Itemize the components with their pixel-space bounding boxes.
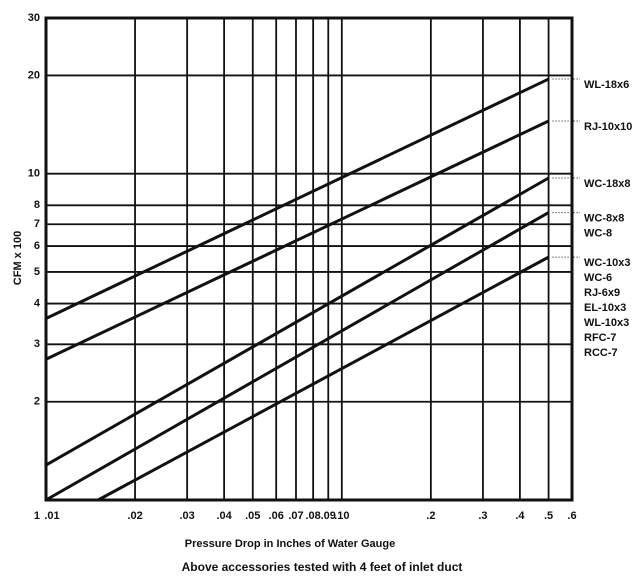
x-tick-label: .07	[288, 510, 303, 522]
line-label: RJ-10x10	[584, 121, 632, 133]
x-tick-label: .08	[305, 510, 320, 522]
y-tick-label: 10	[28, 168, 40, 180]
y-tick-label: 20	[28, 69, 40, 81]
line-label: WC-8	[584, 227, 612, 239]
x-tick-label: .6	[567, 510, 576, 522]
line-label: WL-10x3	[584, 317, 629, 329]
plot-frame	[44, 16, 574, 502]
line-label: WC-18x8	[584, 178, 630, 190]
y-tick-label: 7	[34, 218, 40, 230]
line-label: RJ-6x9	[584, 287, 620, 299]
note: Above accessories tested with 4 feet of …	[182, 560, 463, 574]
x-tick-label: .04	[216, 510, 232, 522]
line-label: RFC-7	[584, 332, 616, 344]
line-label: WL-18x6	[584, 79, 629, 91]
x-tick-label: .4	[515, 510, 525, 522]
x-axis-label: Pressure Drop in Inches of Water Gauge	[185, 538, 395, 550]
line-label: EL-10x3	[584, 302, 626, 314]
x-tick-label: .06	[269, 510, 284, 522]
y-axis-label: CFM x 100	[12, 231, 24, 285]
line-label: WC-8x8	[584, 212, 624, 224]
y-tick-label: 5	[34, 266, 40, 278]
line-label: WC-10x3	[584, 257, 630, 269]
line-label: RCC-7	[584, 347, 618, 359]
line-label: WC-6	[584, 272, 612, 284]
x-tick-label: .02	[127, 510, 142, 522]
data-line	[45, 176, 550, 467]
y-tick-label: 2	[34, 396, 40, 408]
x-tick-label: .5	[544, 510, 553, 522]
x-tick-label: .10	[334, 510, 349, 522]
data-line	[97, 255, 550, 502]
data-line	[45, 211, 550, 502]
y-tick-label: 3	[34, 338, 40, 350]
x-tick-label: .3	[478, 510, 487, 522]
y-tick-label: 1	[34, 510, 40, 522]
x-tick-label: .2	[426, 510, 435, 522]
x-tick-label: .05	[245, 510, 260, 522]
x-tick-label: .09	[321, 510, 336, 522]
data-line	[45, 77, 550, 320]
data-line	[45, 119, 550, 361]
x-tick-label: .03	[179, 510, 194, 522]
y-tick-label: 6	[34, 240, 40, 252]
y-tick-label: 4	[34, 297, 41, 309]
y-tick-label: 8	[34, 199, 40, 211]
y-tick-label: 30	[28, 12, 40, 24]
x-tick-label: .01	[44, 510, 59, 522]
